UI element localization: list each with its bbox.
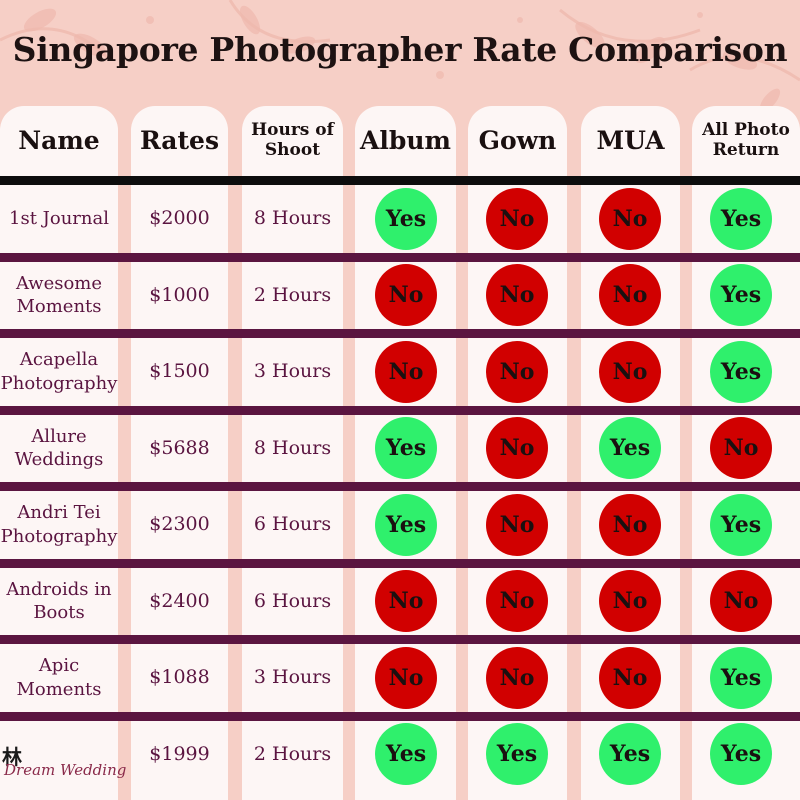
row-rate: $2300 [149,513,210,536]
row-hours: 6 Hours [253,589,332,612]
row-name: Apic Moments [0,644,118,712]
row-separator [0,635,800,644]
album-yes-badge: Yes [375,493,437,556]
row-name-line: 1st Journal [9,208,109,230]
header-hours-line1: Hours of [251,120,334,141]
mua-yes-badge: Yes [599,723,661,786]
gown-no-badge: No [486,187,548,250]
mua-no-badge: No [599,493,661,556]
mua-no-badge: No [599,187,661,250]
album-no-badge: No [375,264,437,327]
row-hours: 8 Hours [253,207,332,230]
row-name: Awesome Moments [0,262,118,330]
row-name-line: Awesome [15,272,103,294]
mua-no-badge: No [599,570,661,633]
album-yes-badge: Yes [375,417,437,480]
row-hours: 2 Hours [253,742,332,765]
column-bg-rates [131,106,228,800]
row-rate: $2000 [149,207,210,230]
logo-kanji: 林 [2,745,22,769]
header-photo: All Photo Return [692,105,800,177]
column-bg-name [0,106,118,800]
row-name-line: Androids in [6,578,112,600]
row-name-line: Boots [33,602,85,624]
header-gown: Gown [478,125,557,155]
row-rate: $1500 [149,360,210,383]
header-mua: MUA [596,125,665,155]
mua-no-badge: No [599,340,661,403]
row-name-line: Photography [0,372,118,394]
row-name: Acapella Photography [0,338,118,406]
row-hours: 8 Hours [253,436,332,459]
logo-wordmark: Dream Wedding [4,761,127,779]
row-separator [0,252,800,262]
row-separator [0,329,800,338]
mua-no-badge: No [599,264,661,327]
dream-wedding-logo: 林 Dream Wedding [2,741,126,785]
header-rates: Rates [139,125,220,155]
row-name: Andri Tei Photography [0,491,118,559]
row-name-line: Allure [31,425,87,447]
gown-no-badge: No [486,570,548,633]
row-hours: 6 Hours [253,513,332,536]
row-hours: 3 Hours [253,666,332,689]
gown-yes-badge: Yes [486,723,548,786]
mua-yes-badge: Yes [599,417,661,480]
row-name: Androids in Boots [0,568,118,636]
gown-no-badge: No [486,493,548,556]
row-hours: 2 Hours [253,283,332,306]
photo-yes-badge: Yes [710,264,772,327]
photo-yes-badge: Yes [710,493,772,556]
gown-no-badge: No [486,340,548,403]
mua-no-badge: No [599,646,661,709]
header-photo-line1: All Photo [702,120,790,141]
album-yes-badge: Yes [375,187,437,250]
photo-no-badge: No [710,417,772,480]
photo-yes-badge: Yes [710,646,772,709]
gown-no-badge: No [486,646,548,709]
row-name-line: Moments [16,296,102,318]
row-rate: $1088 [149,666,210,689]
row-name-line: Apic [38,655,80,677]
row-name-line: Acapella [19,349,99,371]
row-name: Allure Weddings [0,415,118,483]
gown-no-badge: No [486,264,548,327]
row-separator [0,482,800,491]
header-hours: Hours of Shoot [242,105,343,177]
album-yes-badge: Yes [375,723,437,786]
page-title: Singapore Photographer Rate Comparison [12,30,788,69]
row-separator [0,405,800,415]
photo-no-badge: No [710,570,772,633]
column-bg-hours [242,106,343,800]
row-rate: $5688 [149,436,210,459]
row-name-line: Andri Tei [17,502,101,524]
album-no-badge: No [375,646,437,709]
row-hours: 3 Hours [253,360,332,383]
row-name-line: Moments [16,678,102,700]
row-rate: $2400 [149,589,210,612]
row-separator [0,558,800,568]
album-no-badge: No [375,570,437,633]
album-no-badge: No [375,340,437,403]
header-photo-line2: Return [712,140,780,160]
header-album: Album [359,125,451,155]
row-name: 1st Journal [0,185,118,253]
photo-yes-badge: Yes [710,723,772,786]
header-name: Name [18,125,100,155]
row-name-line: Photography [0,525,118,547]
row-rate: $1000 [149,283,210,306]
row-separator [0,711,800,721]
photo-yes-badge: Yes [710,187,772,250]
row-name-line: Weddings [14,449,104,471]
row-rate: $1999 [149,742,210,765]
header-hours-line2: Shoot [264,140,321,160]
photo-yes-badge: Yes [710,340,772,403]
gown-no-badge: No [486,417,548,480]
header-divider [0,176,800,185]
